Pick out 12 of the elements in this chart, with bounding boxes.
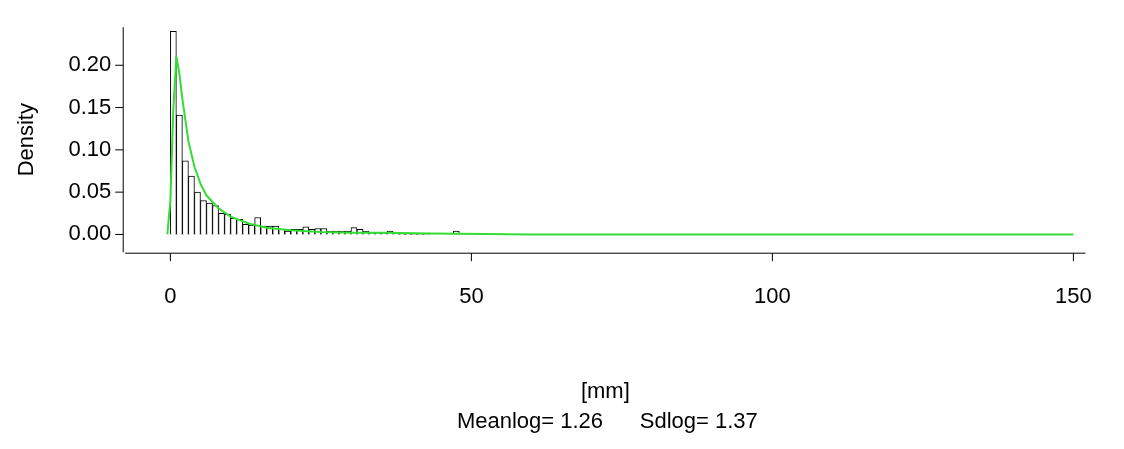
x-tick-label: 50 (459, 283, 484, 309)
x-axis-title: [mm] (580, 377, 630, 403)
x-tick-label: 0 (164, 283, 177, 309)
y-tick-label: 0.20 (68, 51, 112, 77)
x-tick-label: 150 (1055, 283, 1092, 309)
y-tick-label: 0.00 (68, 220, 112, 246)
y-tick-label: 0.15 (68, 93, 112, 119)
y-axis-title: Density (13, 103, 39, 177)
y-tick-label: 0.05 (68, 178, 112, 204)
x-tick-label: 100 (754, 283, 791, 309)
text: Meanlog= 1.26 Sdlog= 1.37 (456, 408, 758, 433)
y-tick-label: 0.10 (68, 135, 112, 161)
